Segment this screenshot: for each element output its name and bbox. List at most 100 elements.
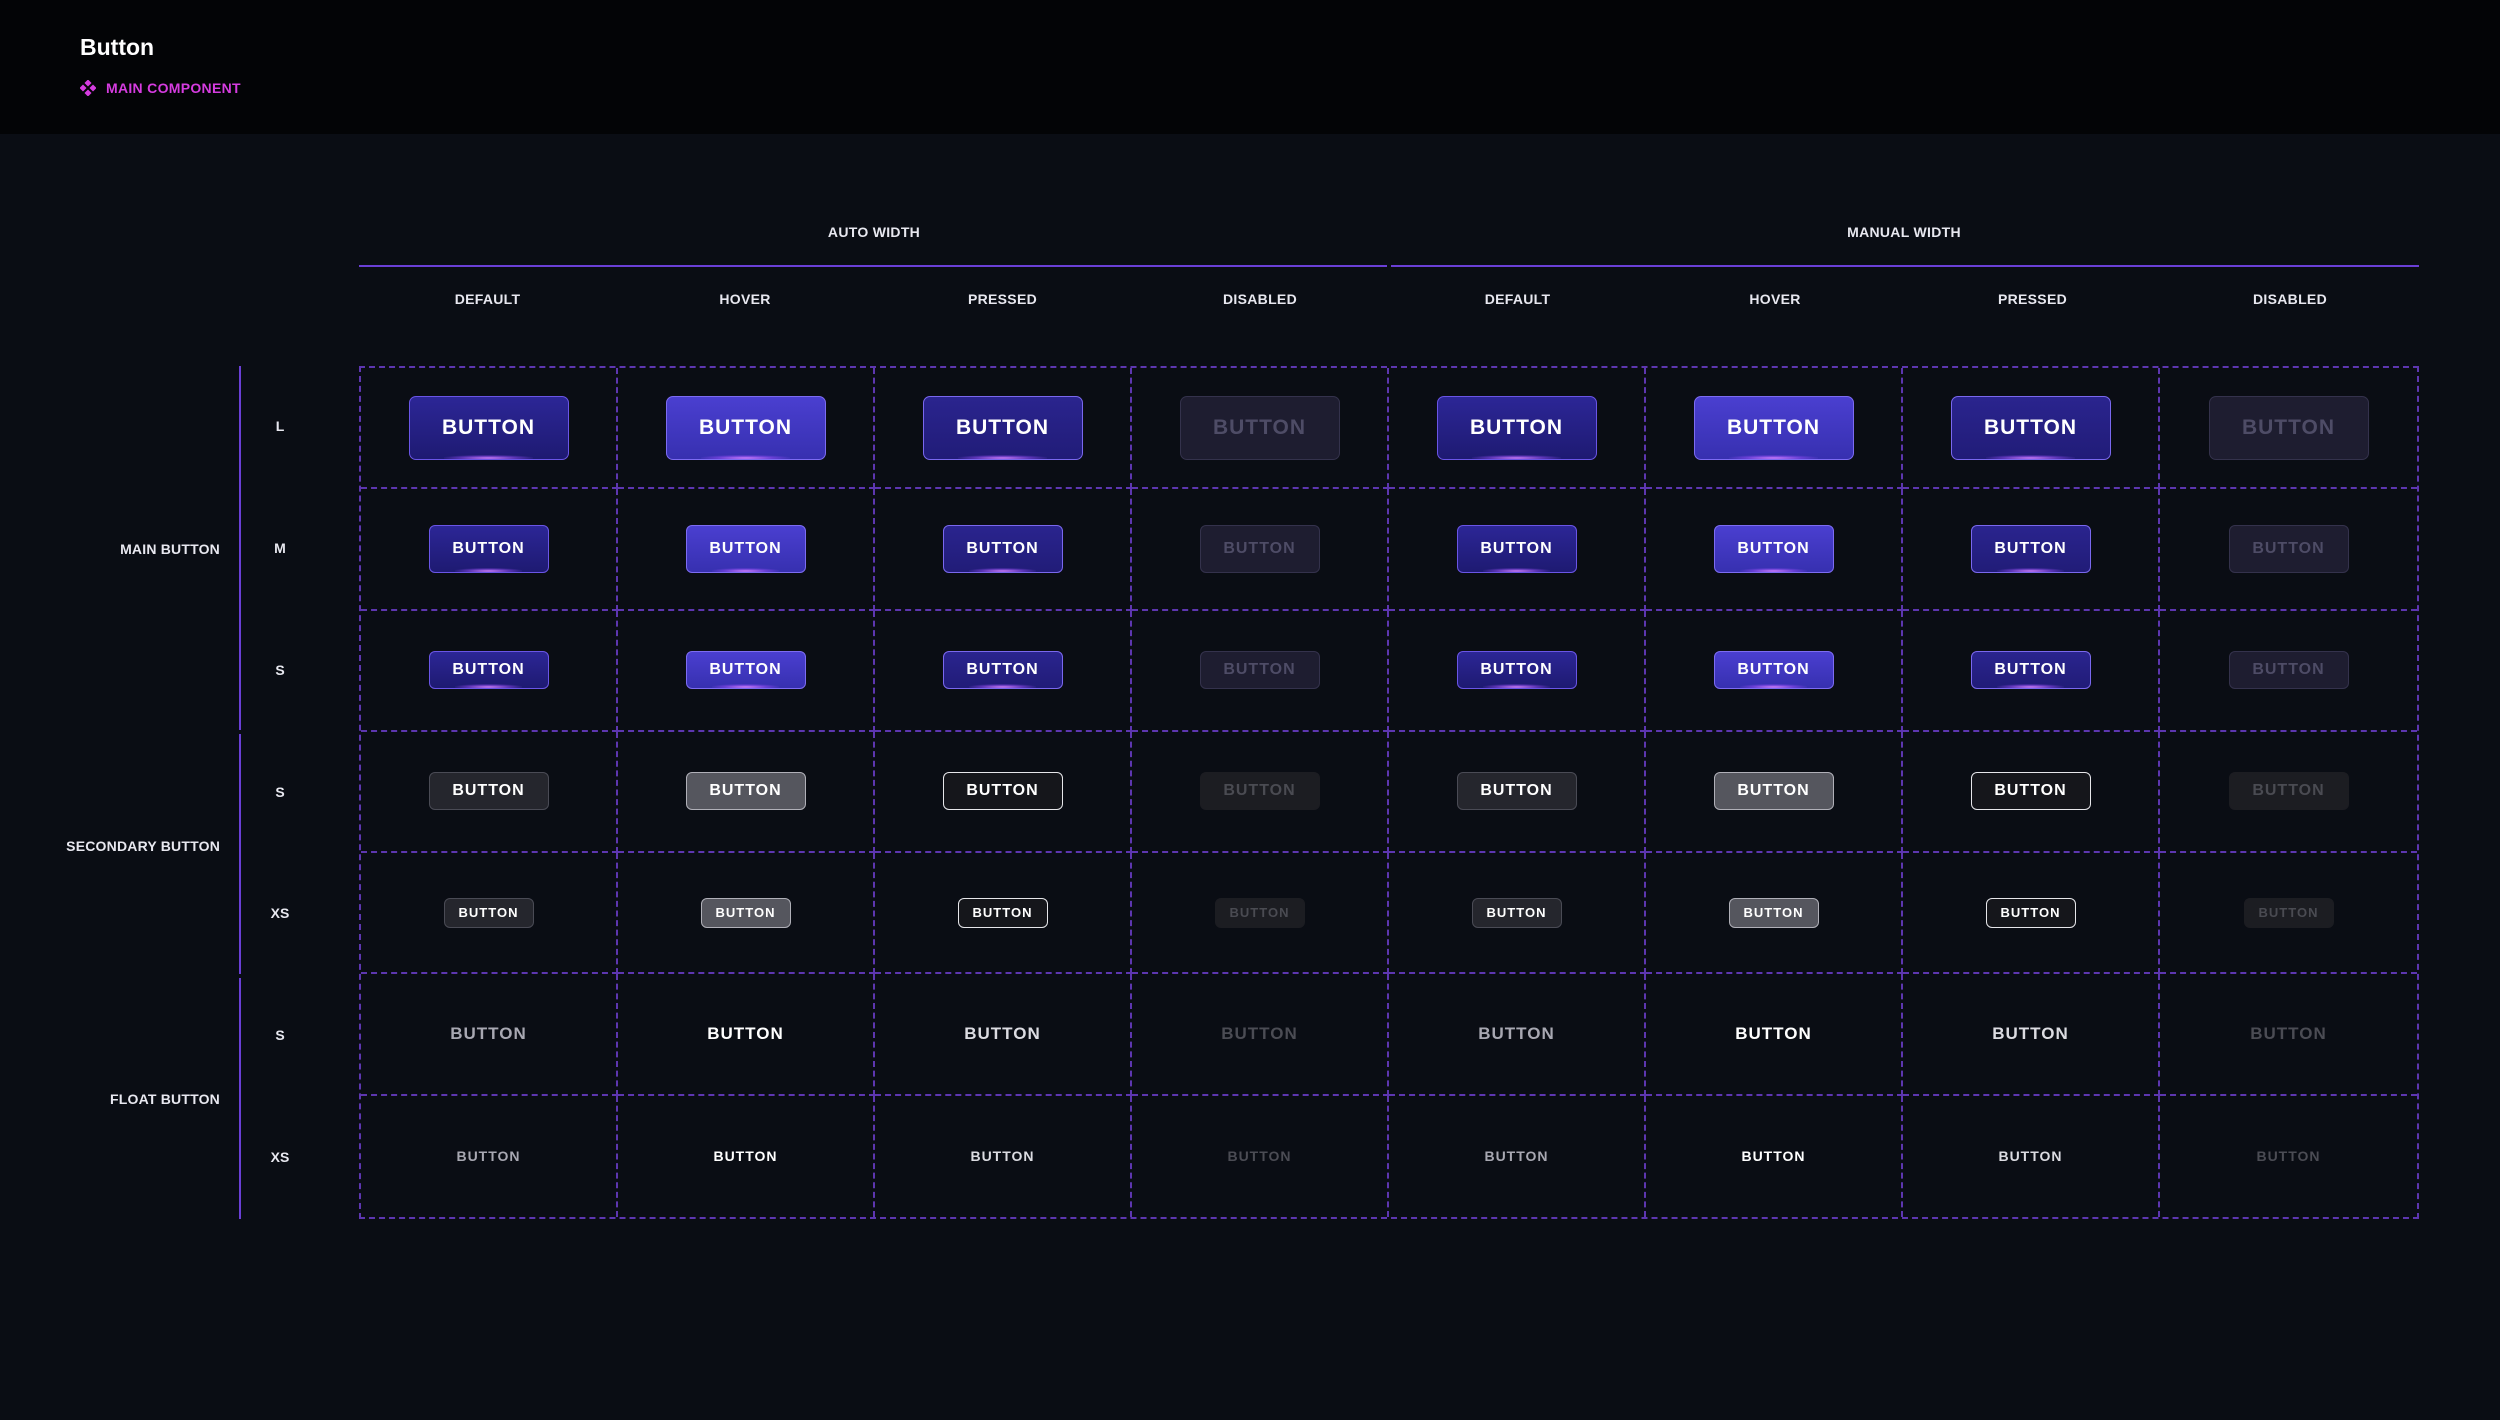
secondary-button-s-pressed[interactable]: BUTTON xyxy=(942,772,1063,811)
size-label-l: L xyxy=(275,417,285,434)
float-button-s-pressed[interactable]: BUTTON xyxy=(943,1015,1063,1053)
secondary-button-s-disabled: BUTTON xyxy=(1199,772,1320,811)
float-button-s-disabled: BUTTON xyxy=(2229,1015,2349,1053)
grid-cell: BUTTON xyxy=(2160,611,2417,732)
main-button-l-hover[interactable]: BUTTON xyxy=(1693,395,1854,460)
float-button-s-default[interactable]: BUTTON xyxy=(1457,1015,1577,1053)
main-button-l-pressed[interactable]: BUTTON xyxy=(1950,395,2111,460)
grid-cell: BUTTON xyxy=(1389,974,1646,1096)
main-button-l-disabled: BUTTON xyxy=(2208,395,2369,460)
button-variant-grid: BUTTON BUTTON BUTTON BUTTON BUTTON BUTTON BUTT… xyxy=(359,366,2419,1219)
secondary-button-s-hover[interactable]: BUTTON xyxy=(685,772,806,811)
state-header-pressed: PRESSED xyxy=(967,291,1037,307)
main-button-m-hover[interactable]: BUTTON xyxy=(685,524,806,573)
grid-cell: BUTTON xyxy=(2160,974,2417,1096)
main-button-s-default[interactable]: BUTTON xyxy=(428,651,549,690)
row-group-secondary-button: SECONDARY BUTTON xyxy=(66,838,220,854)
grid-cell: BUTTON xyxy=(618,974,875,1096)
grid-cell: BUTTON xyxy=(875,731,1132,854)
size-label-s: S xyxy=(275,661,285,678)
secondary-button-xs-default[interactable]: BUTTON xyxy=(443,897,534,928)
grid-cell: BUTTON xyxy=(361,489,618,611)
main-button-l-pressed[interactable]: BUTTON xyxy=(922,395,1083,460)
secondary-button-xs-hover[interactable]: BUTTON xyxy=(1728,897,1819,928)
state-header-default: DEFAULT xyxy=(454,291,521,307)
secondary-button-s-hover[interactable]: BUTTON xyxy=(1713,772,1834,811)
component-tag: MAIN COMPONENT xyxy=(80,80,241,96)
grid-cell: BUTTON xyxy=(875,610,1132,732)
main-button-m-disabled: BUTTON xyxy=(2228,524,2349,573)
grid-cell: BUTTON xyxy=(1132,974,1389,1096)
main-button-l-default[interactable]: BUTTON xyxy=(1436,395,1597,460)
main-button-l-disabled: BUTTON xyxy=(1179,395,1340,460)
grid-cell: BUTTON xyxy=(1646,368,1903,490)
grid-cell: BUTTON xyxy=(875,974,1132,1096)
grid-cell: BUTTON xyxy=(618,1095,875,1217)
grid-cell: BUTTON xyxy=(618,489,875,611)
column-group-manual-width: MANUAL WIDTH xyxy=(1847,224,1961,240)
main-button-m-pressed[interactable]: BUTTON xyxy=(1970,524,2091,573)
grid-cell: BUTTON xyxy=(1646,610,1903,732)
float-button-xs-default[interactable]: BUTTON xyxy=(444,1141,534,1171)
size-label-xs: XS xyxy=(270,905,290,922)
main-button-m-pressed[interactable]: BUTTON xyxy=(942,524,1063,573)
main-button-m-default[interactable]: BUTTON xyxy=(428,524,549,573)
grid-cell: BUTTON xyxy=(1646,731,1903,854)
grid-cell: BUTTON xyxy=(2160,853,2417,975)
main-button-s-hover[interactable]: BUTTON xyxy=(685,651,806,690)
row-group-line xyxy=(239,978,241,1219)
float-button-xs-hover[interactable]: BUTTON xyxy=(1729,1141,1819,1171)
grid-cell: BUTTON xyxy=(618,610,875,732)
state-header-pressed: PRESSED xyxy=(1997,291,2067,307)
grid-cell: BUTTON xyxy=(2160,1096,2417,1217)
grid-cell: BUTTON xyxy=(1132,731,1389,854)
grid-cell: BUTTON xyxy=(1903,1095,2160,1217)
float-button-xs-pressed[interactable]: BUTTON xyxy=(958,1141,1048,1171)
float-button-xs-default[interactable]: BUTTON xyxy=(1472,1141,1562,1171)
state-header-default: DEFAULT xyxy=(1484,291,1551,307)
secondary-button-xs-default[interactable]: BUTTON xyxy=(1471,897,1562,928)
main-button-s-default[interactable]: BUTTON xyxy=(1456,651,1577,690)
float-button-s-default[interactable]: BUTTON xyxy=(429,1015,549,1053)
secondary-button-xs-pressed[interactable]: BUTTON xyxy=(957,897,1048,928)
grid-cell: BUTTON xyxy=(618,731,875,854)
grid-cell: BUTTON xyxy=(361,974,618,1096)
main-button-l-default[interactable]: BUTTON xyxy=(408,395,569,460)
main-button-s-pressed[interactable]: BUTTON xyxy=(1970,651,2091,690)
float-button-s-disabled: BUTTON xyxy=(1200,1015,1320,1053)
main-button-m-hover[interactable]: BUTTON xyxy=(1713,524,1834,573)
float-button-xs-hover[interactable]: BUTTON xyxy=(701,1141,791,1171)
grid-cell: BUTTON xyxy=(618,853,875,975)
grid-cell: BUTTON xyxy=(1389,731,1646,854)
row-group-main-button: MAIN BUTTON xyxy=(120,541,220,557)
state-header-hover: HOVER xyxy=(1749,291,1801,307)
grid-cell: BUTTON xyxy=(1903,610,2160,732)
main-button-l-hover[interactable]: BUTTON xyxy=(665,395,826,460)
grid-cell: BUTTON xyxy=(1389,489,1646,611)
float-button-s-hover[interactable]: BUTTON xyxy=(1714,1015,1834,1053)
main-button-m-disabled: BUTTON xyxy=(1199,524,1320,573)
main-button-s-hover[interactable]: BUTTON xyxy=(1713,651,1834,690)
state-header-disabled: DISABLED xyxy=(2253,291,2327,307)
secondary-button-xs-hover[interactable]: BUTTON xyxy=(700,897,791,928)
float-button-s-hover[interactable]: BUTTON xyxy=(686,1015,806,1053)
main-button-s-pressed[interactable]: BUTTON xyxy=(942,651,1063,690)
float-button-s-pressed[interactable]: BUTTON xyxy=(1971,1015,2091,1053)
grid-cell: BUTTON xyxy=(1132,1095,1389,1217)
grid-cell: BUTTON xyxy=(361,853,618,975)
grid-cell: BUTTON xyxy=(875,489,1132,611)
grid-cell: BUTTON xyxy=(1646,1095,1903,1217)
grid-cell: BUTTON xyxy=(1903,731,2160,854)
grid-cell: BUTTON xyxy=(875,1095,1132,1217)
state-header-hover: HOVER xyxy=(719,291,771,307)
secondary-button-s-default[interactable]: BUTTON xyxy=(428,772,549,811)
row-group-line xyxy=(239,734,241,974)
main-button-m-default[interactable]: BUTTON xyxy=(1456,524,1577,573)
grid-cell: BUTTON xyxy=(361,731,618,854)
secondary-button-s-pressed[interactable]: BUTTON xyxy=(1970,772,2091,811)
grid-cell: BUTTON xyxy=(1903,853,2160,975)
float-button-xs-pressed[interactable]: BUTTON xyxy=(1986,1141,2076,1171)
secondary-button-xs-pressed[interactable]: BUTTON xyxy=(1985,897,2076,928)
size-label-m: M xyxy=(274,539,286,556)
secondary-button-s-default[interactable]: BUTTON xyxy=(1456,772,1577,811)
